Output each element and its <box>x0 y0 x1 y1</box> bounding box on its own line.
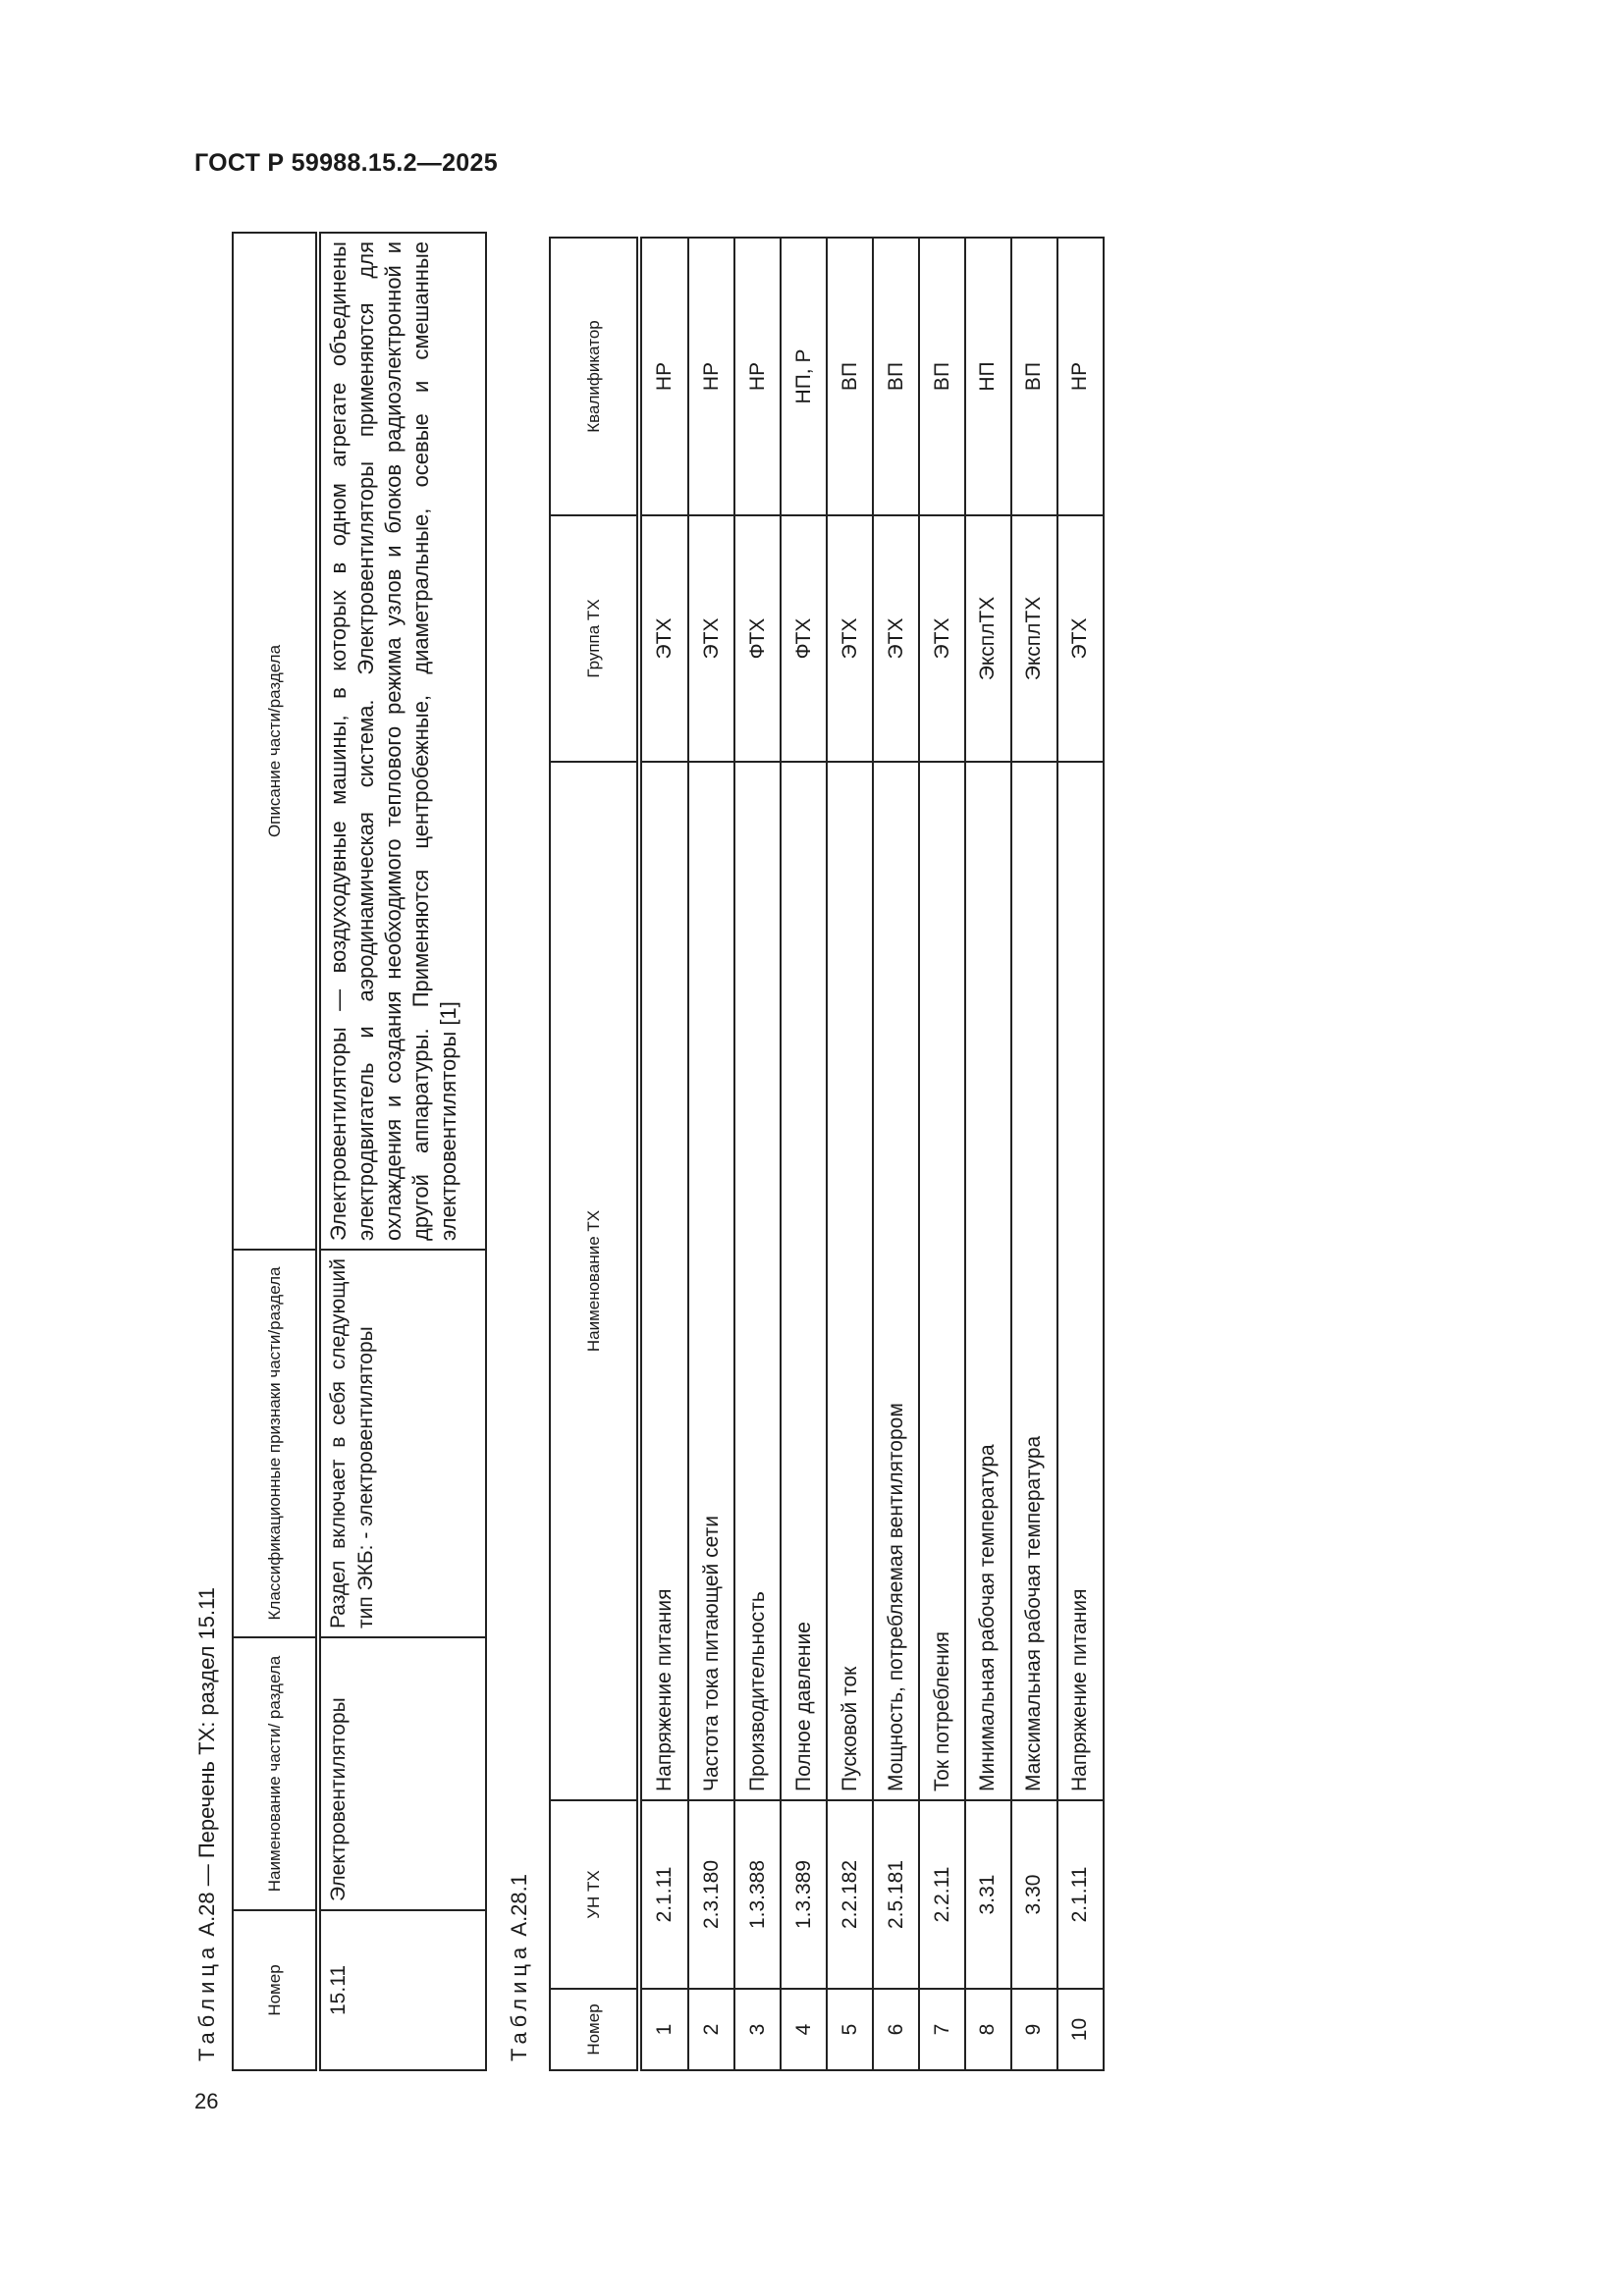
caption-text: А.28.1 <box>507 1874 531 1937</box>
tx-group: ЭТХ <box>639 515 689 762</box>
table-row: 15.11 Электровентиляторы Раздел включает… <box>318 233 486 2070</box>
tx-group: ЭксплТХ <box>1010 515 1057 762</box>
tx-group: ЭТХ <box>873 515 919 762</box>
row-number: 7 <box>919 1989 965 2070</box>
column-header: УН ТХ <box>550 1800 640 1989</box>
un-tx: 3.31 <box>964 1800 1011 1989</box>
row-number: 8 <box>964 1989 1011 2070</box>
column-header: Описание части/раздела <box>233 233 318 1250</box>
table-row: 5 2.2.182 Пусковой ток ЭТХ ВП <box>827 238 874 2070</box>
tx-name: Минимальная рабочая температура <box>964 762 1011 1800</box>
tx-group: ЭТХ <box>1056 515 1104 762</box>
qualifier: ВП <box>919 238 965 515</box>
table-row: 9 3.30 Максимальная рабочая температура Экс… <box>1010 238 1057 2070</box>
column-header: Квалификатор <box>550 238 640 515</box>
tx-name: Производительность <box>734 762 782 1800</box>
document-header: ГОСТ Р 59988.15.2—2025 <box>194 149 498 177</box>
column-header: Номер <box>233 1910 318 2070</box>
column-header: Группа ТХ <box>550 515 640 762</box>
table-row: 7 2.2.11 Ток потребления ЭТХ ВП <box>919 238 965 2070</box>
tx-group: ФТХ <box>781 515 828 762</box>
table-row: 6 2.5.181 Мощность, потребляемая вентилято… <box>873 238 919 2070</box>
tx-group: ФТХ <box>734 515 782 762</box>
un-tx: 1.3.388 <box>734 1800 782 1989</box>
un-tx: 3.30 <box>1010 1800 1057 1989</box>
qualifier: ВП <box>827 238 874 515</box>
qualifier: НР <box>1056 238 1104 515</box>
tx-group: ЭТХ <box>827 515 874 762</box>
table-row: 3 1.3.388 Производительность ФТХ НР <box>734 238 782 2070</box>
column-header: Классификационные признаки части/раздела <box>233 1250 318 1637</box>
table-row: 10 2.1.11 Напряжение питания ЭТХ НР <box>1056 238 1104 2070</box>
un-tx: 2.1.11 <box>1056 1800 1104 1989</box>
section-number: 15.11 <box>318 1910 486 2070</box>
section-description: Электровентиляторы — воздуходувные машин… <box>318 233 486 1250</box>
tx-name: Максимальная рабочая температура <box>1010 762 1057 1800</box>
un-tx: 2.1.11 <box>639 1800 689 1989</box>
table-a28-caption: Таблица А.28 — Перечень ТХ: раздел 15.11 <box>194 1587 220 2061</box>
qualifier: ВП <box>1010 238 1057 515</box>
tx-name: Полное давление <box>781 762 828 1800</box>
un-tx: 2.3.180 <box>688 1800 735 1989</box>
table-row: 8 3.31 Минимальная рабочая температура Эксп… <box>964 238 1011 2070</box>
qualifier: НР <box>639 238 689 515</box>
section-name: Электровентиляторы <box>318 1637 486 1910</box>
caption-text: А.28 — Перечень ТХ: раздел 15.11 <box>194 1587 219 1937</box>
qualifier: ВП <box>873 238 919 515</box>
column-header: Наименование ТХ <box>550 762 640 1800</box>
tx-name: Ток потребления <box>919 762 965 1800</box>
page-number: 26 <box>194 2089 219 2113</box>
row-number: 9 <box>1010 1989 1057 2070</box>
tx-name: Частота тока питающей сети <box>688 762 735 1800</box>
tx-name: Напряжение питания <box>1056 762 1104 1800</box>
row-number: 5 <box>827 1989 874 2070</box>
qualifier: НП <box>964 238 1011 515</box>
un-tx: 2.2.182 <box>827 1800 874 1989</box>
tx-group: ЭТХ <box>919 515 965 762</box>
row-number: 2 <box>688 1989 735 2070</box>
tx-name: Пусковой ток <box>827 762 874 1800</box>
caption-prefix: Таблица <box>507 1942 531 2061</box>
table-a28: Номер Наименование части/ раздела Класси… <box>232 232 487 2071</box>
row-number: 6 <box>873 1989 919 2070</box>
section-classification: Раздел включает в себя следующий тип ЭКБ… <box>318 1250 486 1637</box>
table-row: 4 1.3.389 Полное давление ФТХ НП, Р <box>781 238 828 2070</box>
table-row: 1 2.1.11 Напряжение питания ЭТХ НР <box>639 238 689 2070</box>
table-row: 2 2.3.180 Частота тока питающей сети ЭТХ НР <box>688 238 735 2070</box>
un-tx: 1.3.389 <box>781 1800 828 1989</box>
row-number: 4 <box>781 1989 828 2070</box>
tx-group: ЭТХ <box>688 515 735 762</box>
column-header: Номер <box>550 1989 640 2070</box>
qualifier: НР <box>734 238 782 515</box>
row-number: 1 <box>639 1989 689 2070</box>
caption-prefix: Таблица <box>194 1942 219 2061</box>
un-tx: 2.2.11 <box>919 1800 965 1989</box>
un-tx: 2.5.181 <box>873 1800 919 1989</box>
tx-name: Напряжение питания <box>639 762 689 1800</box>
column-header: Наименование части/ раздела <box>233 1637 318 1910</box>
table-a28-1-caption: Таблица А.28.1 <box>507 1874 532 2061</box>
tx-name: Мощность, потребляемая вентилятором <box>873 762 919 1800</box>
row-number: 3 <box>734 1989 782 2070</box>
table-a28-1: Номер УН ТХ Наименование ТХ Группа ТХ Кв… <box>549 237 1105 2071</box>
tx-group: ЭксплТХ <box>964 515 1011 762</box>
qualifier: НП, Р <box>781 238 828 515</box>
row-number: 10 <box>1056 1989 1104 2070</box>
qualifier: НР <box>688 238 735 515</box>
